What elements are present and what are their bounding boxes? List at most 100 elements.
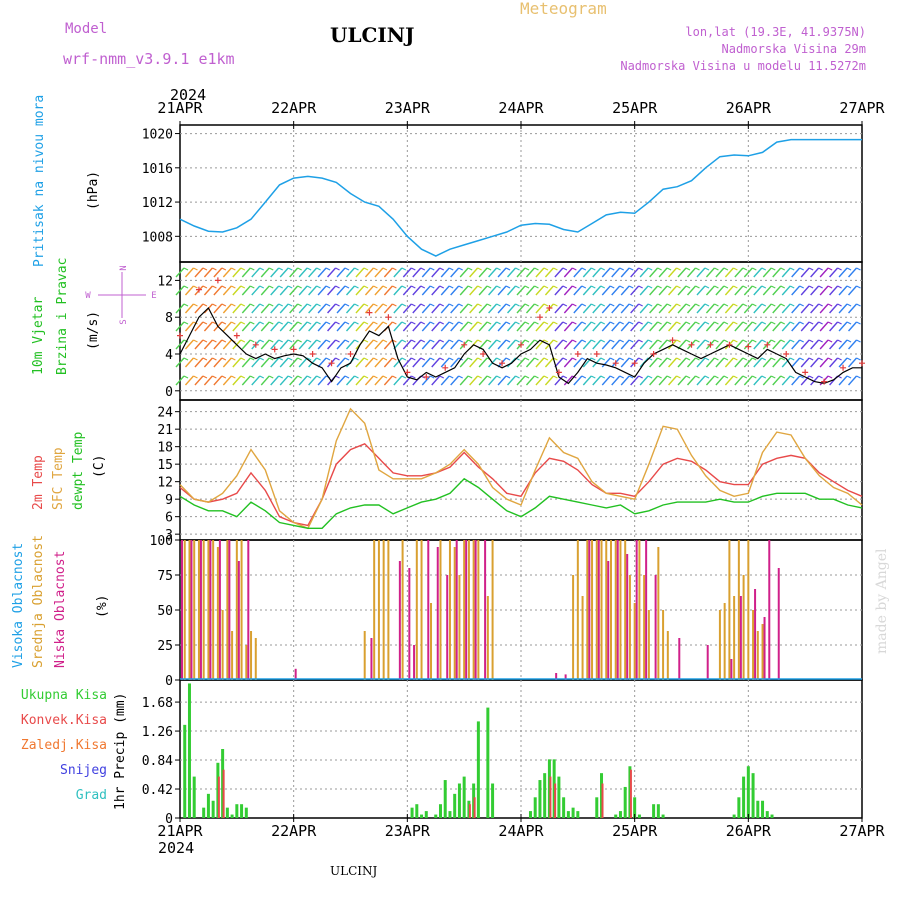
temp-ylabel-b: SFC Temp xyxy=(51,447,66,510)
wind-barb-flag xyxy=(467,321,473,325)
wind-barb xyxy=(601,267,611,278)
wind-barb-flag xyxy=(789,357,795,361)
wind-gust-point xyxy=(546,305,553,311)
wind-barb xyxy=(658,375,668,386)
cloud-mid-bar xyxy=(250,631,253,680)
wind-barb-flag xyxy=(600,285,606,289)
wind-barb-flag xyxy=(600,267,606,271)
cloud-low-bar xyxy=(398,561,401,680)
wind-barb xyxy=(222,339,232,350)
wind-barb-flag xyxy=(221,267,227,271)
precip-total-bar xyxy=(770,814,774,818)
cloud-low-bar xyxy=(607,561,610,680)
wind-barb-flag xyxy=(827,339,833,343)
cloud-mid-bar xyxy=(666,631,669,680)
wind-barb-flag xyxy=(856,375,861,379)
wind-barb-flag xyxy=(666,321,672,325)
wind-barb xyxy=(497,375,507,386)
wind-barb-flag xyxy=(638,303,643,307)
wind-barb-flag xyxy=(212,357,217,361)
wind-barb xyxy=(459,357,469,368)
cloud-ylabel-b: Srednja Oblacnost xyxy=(31,535,46,668)
wind-barb xyxy=(317,357,327,368)
wind-barb xyxy=(535,375,545,386)
wind-barb xyxy=(544,357,554,368)
wind-barb-flag xyxy=(572,285,577,289)
wind-barb xyxy=(544,375,554,386)
wind-barb-flag xyxy=(524,267,530,271)
wind-barb xyxy=(611,285,621,296)
wind-barb xyxy=(649,267,659,278)
wind-barb xyxy=(762,303,772,314)
y-tick-label: 0 xyxy=(165,674,173,689)
wind-barb xyxy=(488,339,498,350)
pressure-line xyxy=(179,138,862,257)
wind-barb xyxy=(582,267,592,278)
cloud-low-bar xyxy=(597,540,600,680)
wind-barb-flag xyxy=(344,321,350,325)
precip-total-bar xyxy=(566,811,570,818)
wind-barb xyxy=(412,267,422,278)
wind-barb xyxy=(810,267,820,278)
wind-barb xyxy=(279,357,289,368)
cloud-mid-bar xyxy=(477,540,480,680)
wind-barb xyxy=(781,375,791,386)
wind-barb xyxy=(554,357,564,368)
wind-barb xyxy=(497,321,507,332)
wind-barb xyxy=(412,321,422,332)
wind-barb-flag xyxy=(562,321,568,325)
legend-snow: Snijeg xyxy=(60,763,107,778)
wind-barb xyxy=(469,267,479,278)
cloud-low-bar xyxy=(768,540,771,680)
wind-barb xyxy=(819,267,829,278)
cloud-low-bar xyxy=(730,659,733,680)
wind-barb-flag xyxy=(259,357,265,361)
wind-gust-point xyxy=(404,369,411,376)
wind-barb xyxy=(781,285,791,296)
wind-barb-flag xyxy=(268,375,274,379)
wind-barb-flag xyxy=(505,375,511,379)
wind-barb-flag xyxy=(780,357,786,361)
wind-barb-flag xyxy=(733,339,738,343)
wind-barb-flag xyxy=(297,267,302,271)
cloud-mid-bar xyxy=(467,540,470,680)
wind-barb-flag xyxy=(316,339,321,343)
wind-barb xyxy=(829,339,839,350)
wind-barb xyxy=(658,357,668,368)
precip-total-bar xyxy=(732,814,736,818)
wind-barb xyxy=(630,321,640,332)
precip-total-bar xyxy=(571,807,575,818)
precip-total-bar xyxy=(576,811,580,818)
wind-barb xyxy=(724,285,734,296)
wind-barb-flag xyxy=(496,339,501,343)
wind-barb xyxy=(241,267,251,278)
wind-barb-flag xyxy=(638,375,643,379)
x-tick-label-top: 25APR xyxy=(612,99,658,117)
wind-barb-flag xyxy=(278,339,283,343)
precip-total-bar xyxy=(618,811,622,818)
cloud-mid-bar xyxy=(600,540,603,680)
wind-barb xyxy=(800,285,810,296)
precip-total-bar xyxy=(737,797,741,818)
precip-total-bar xyxy=(192,776,196,818)
wind-barb xyxy=(469,357,479,368)
cloud-mid-bar xyxy=(382,540,385,680)
wind-barb-flag xyxy=(543,321,549,325)
temp-ylabel-c: dewpt Temp xyxy=(71,432,86,510)
wind-barb-flag xyxy=(193,267,198,271)
wind-barb xyxy=(383,285,393,296)
wind-barb xyxy=(345,375,356,386)
wind-barb xyxy=(516,285,526,296)
wind-barb xyxy=(639,267,649,278)
wind-barb xyxy=(819,285,829,296)
precip-total-bar xyxy=(240,804,244,818)
wind-barb xyxy=(620,285,630,296)
cloud-mid-bar xyxy=(733,596,736,680)
cloud-mid-bar xyxy=(657,547,660,680)
precip-total-bar xyxy=(453,793,457,818)
wind-barb xyxy=(402,303,412,314)
wind-barb-flag xyxy=(553,267,558,271)
wind-barb-flag xyxy=(268,303,274,307)
wind-barb xyxy=(488,321,498,332)
wind-barb xyxy=(402,339,412,350)
